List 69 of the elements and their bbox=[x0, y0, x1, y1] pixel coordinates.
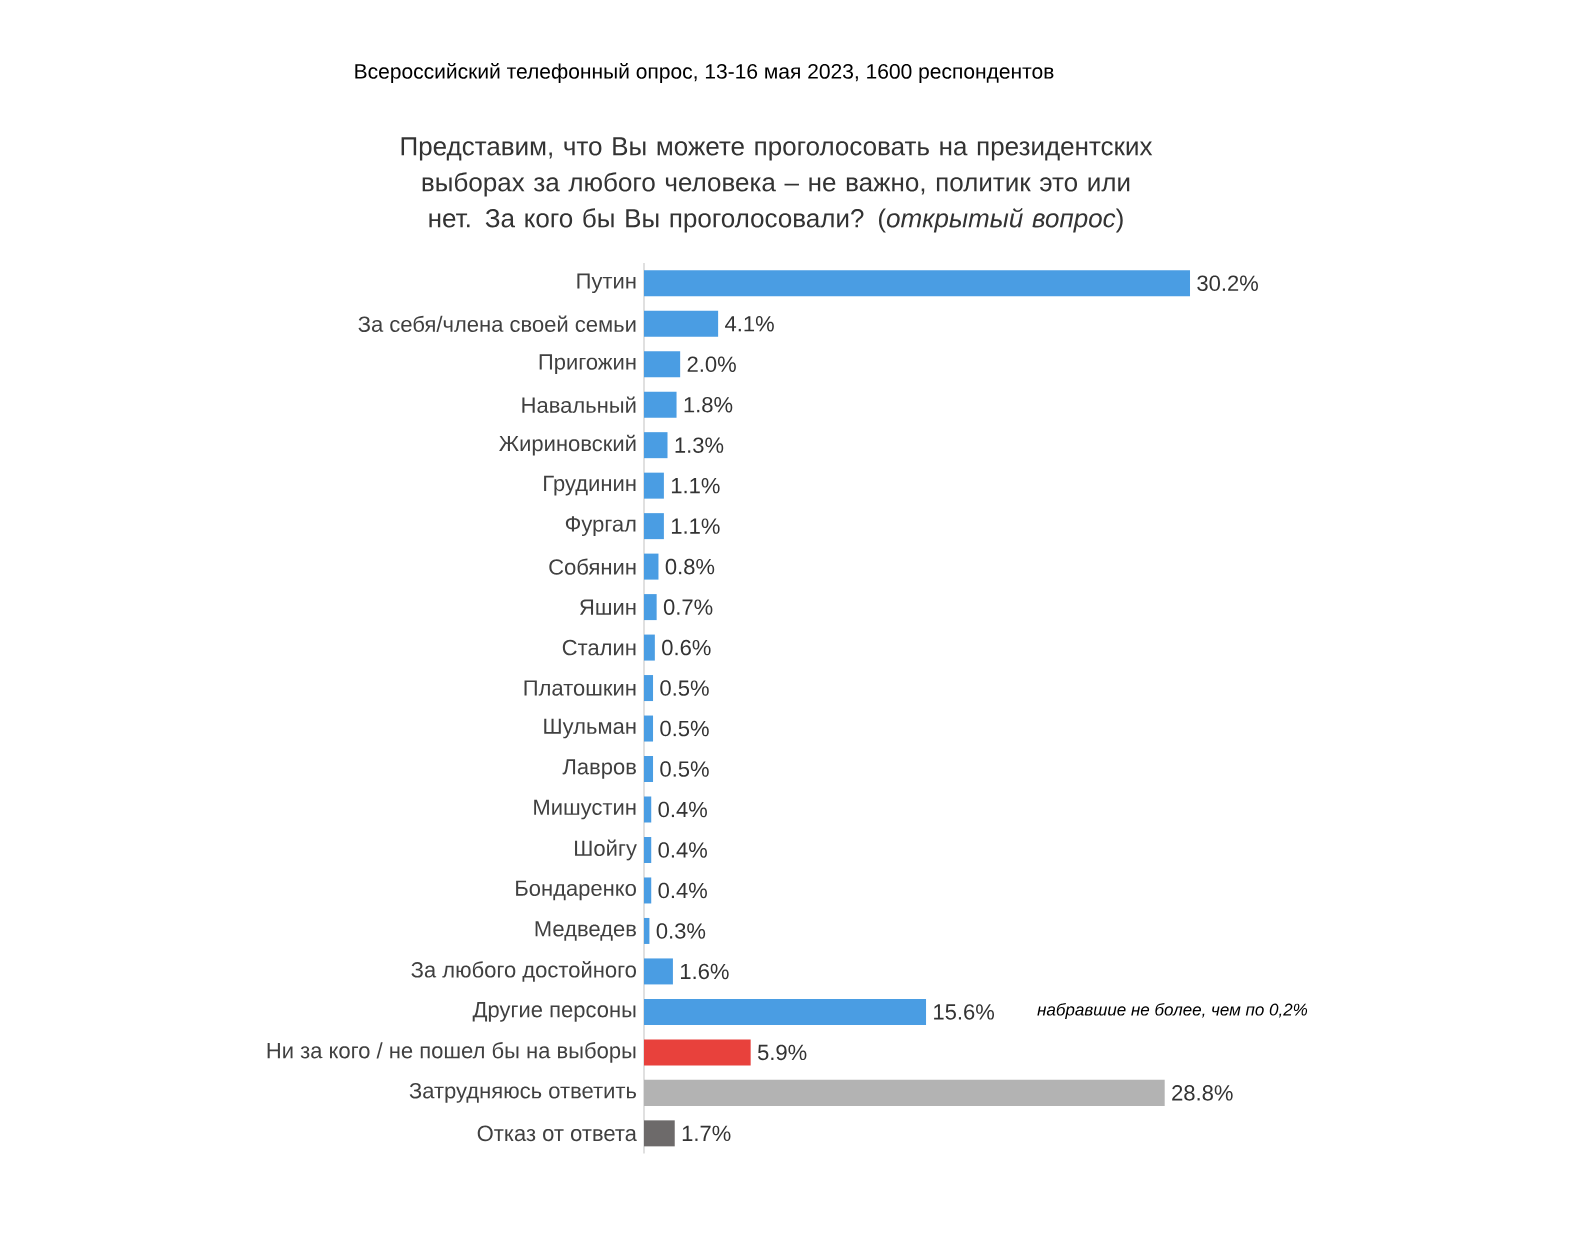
data-label: 28.8% bbox=[1172, 1085, 1233, 1101]
y-tick-label: Медведев bbox=[535, 921, 636, 941]
y-tick-label: Ни за кого / не пошел бы на выборы bbox=[267, 1042, 636, 1063]
data-label: 0.5% bbox=[660, 761, 709, 777]
y-tick-label: Жириновский bbox=[499, 434, 636, 456]
annotation: набравшие не более, чем по 0,2% bbox=[1037, 1002, 1308, 1019]
data-label: 0.4% bbox=[658, 801, 707, 818]
data-label: 0.7% bbox=[663, 599, 713, 615]
bar bbox=[644, 270, 1191, 297]
bar bbox=[644, 432, 668, 459]
y-tick-label: Яшин bbox=[579, 599, 636, 615]
y-tick-label: Шойгу bbox=[575, 839, 637, 861]
bar bbox=[644, 1120, 675, 1147]
data-label: 4.1% bbox=[725, 316, 774, 332]
data-label: 1.7% bbox=[682, 1125, 731, 1142]
data-label: 0.4% bbox=[658, 882, 707, 899]
data-label: 1.3% bbox=[675, 437, 724, 453]
bar bbox=[644, 877, 652, 904]
data-label: 1.8% bbox=[684, 396, 733, 413]
y-tick-label: За себя/члена своей семьи bbox=[358, 315, 636, 332]
data-label: 15.6% bbox=[934, 1004, 995, 1020]
y-tick-label: За любого достойного bbox=[411, 961, 636, 982]
y-tick-label: Затрудняюсь ответить bbox=[409, 1082, 637, 1103]
bar bbox=[644, 472, 664, 499]
bar bbox=[644, 1079, 1165, 1106]
y-tick-label: Фургал bbox=[565, 516, 636, 537]
y-tick-label: Сталин bbox=[562, 639, 636, 656]
data-label: 2.0% bbox=[687, 356, 736, 372]
data-label: 0.5% bbox=[660, 680, 709, 696]
data-label: 5.9% bbox=[757, 1044, 807, 1061]
y-tick-label: Навальный bbox=[522, 396, 636, 413]
data-label: 1.1% bbox=[671, 477, 720, 494]
bar bbox=[644, 634, 655, 661]
bar bbox=[644, 675, 654, 702]
bar bbox=[644, 796, 652, 823]
y-tick-label: Платошкин bbox=[524, 680, 636, 696]
bar bbox=[644, 513, 664, 540]
y-tick-label: Собянин bbox=[549, 558, 636, 575]
bar bbox=[644, 756, 654, 783]
y-tick-label: Грудинин bbox=[544, 475, 636, 496]
y-tick-label: Пригожин bbox=[539, 354, 636, 375]
y-tick-label: Путин bbox=[577, 273, 636, 294]
bar bbox=[644, 594, 657, 621]
data-label: 1.1% bbox=[671, 518, 720, 534]
y-tick-label: Бондаренко bbox=[516, 880, 636, 901]
bar bbox=[644, 917, 650, 944]
bar bbox=[644, 958, 673, 985]
data-label: 0.6% bbox=[662, 639, 711, 656]
chart-title: Всероссийский телефонный опрос, 13-16 мая 2023, 1600 респондентов bbox=[355, 63, 1054, 83]
bar bbox=[644, 836, 652, 863]
data-label: 0.8% bbox=[665, 558, 715, 575]
data-label: 0.3% bbox=[656, 923, 706, 939]
y-tick-label: Отказ от ответа bbox=[477, 1125, 637, 1142]
data-label: 0.4% bbox=[658, 842, 707, 858]
data-label: 30.2% bbox=[1197, 275, 1258, 292]
data-label: 0.5% bbox=[660, 720, 709, 737]
data-label: 1.6% bbox=[680, 963, 729, 980]
bar bbox=[644, 391, 677, 418]
bar bbox=[644, 998, 927, 1025]
bar bbox=[644, 351, 681, 378]
y-tick-label: Другие персоны bbox=[472, 1002, 636, 1022]
chart-subtitle: Представим, что Вы можете проголосовать на президентских выборах за любого человека – не важно, политик это или нет. За кого бы Вы проголосовали? (открытый вопрос) bbox=[401, 137, 1153, 233]
bar bbox=[644, 553, 659, 580]
y-tick-label: Лавров bbox=[562, 759, 636, 779]
y-tick-label: Шульман bbox=[544, 718, 636, 739]
bar bbox=[644, 310, 719, 337]
y-tick-label: Мишустин bbox=[534, 799, 636, 820]
bar bbox=[644, 1039, 751, 1066]
bar bbox=[644, 715, 654, 742]
